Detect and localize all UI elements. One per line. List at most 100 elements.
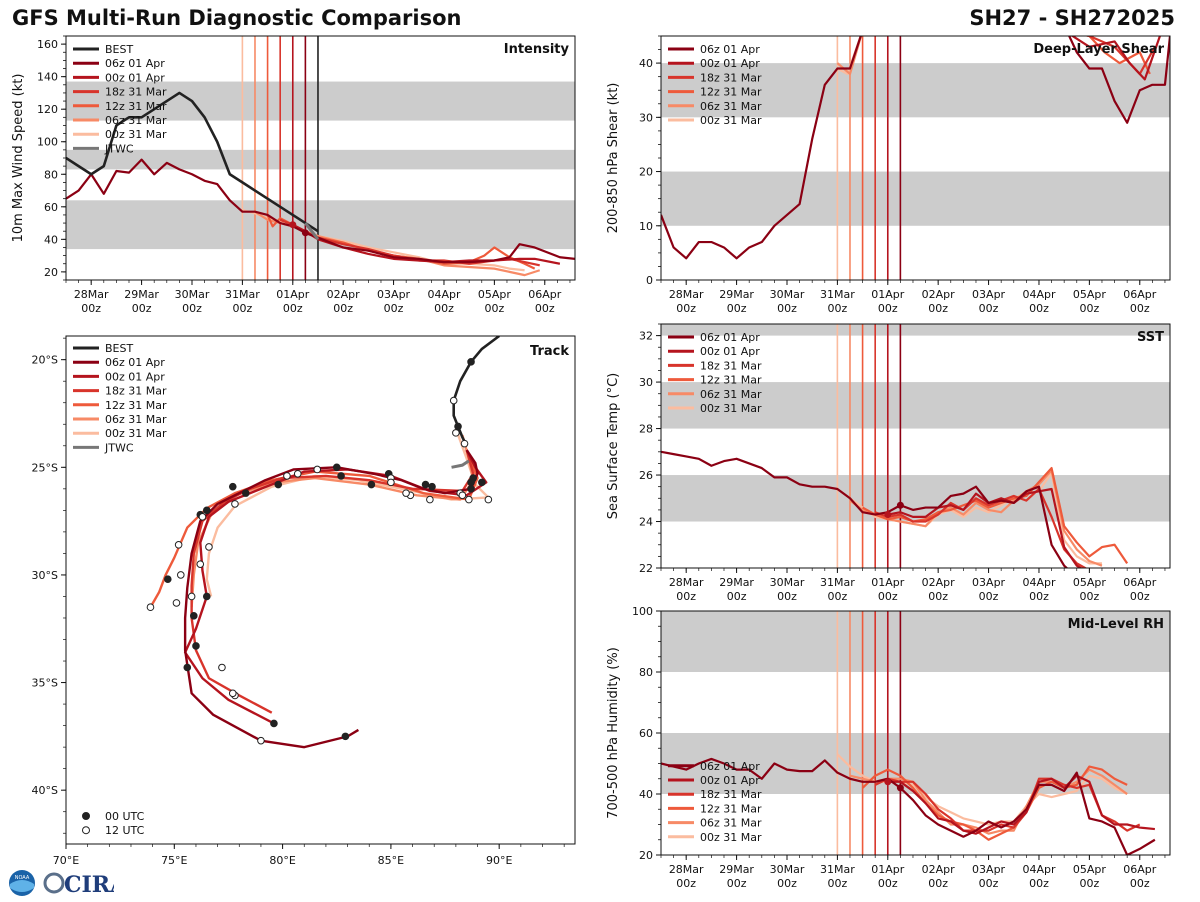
run-init-marker bbox=[884, 511, 892, 519]
run-line bbox=[1084, 36, 1156, 76]
x-tick-label-date: 31Mar bbox=[820, 576, 855, 589]
position-00utc-marker bbox=[274, 480, 283, 489]
threshold-band bbox=[66, 149, 575, 170]
intensity-panel: 2040608010012014016028Mar00z29Mar00z30Ma… bbox=[11, 35, 576, 315]
threshold-band bbox=[661, 324, 1170, 336]
run-init-marker bbox=[896, 784, 904, 792]
run-track bbox=[205, 428, 490, 597]
x-tick-label-hour: 00z bbox=[283, 302, 303, 315]
position-12utc-marker bbox=[313, 465, 322, 474]
x-tick-label-date: 29Mar bbox=[124, 288, 159, 301]
x-tick-label-hour: 00z bbox=[777, 590, 797, 603]
x-tick-label-hour: 00z bbox=[333, 302, 353, 315]
plot-area bbox=[661, 36, 1170, 280]
y-axis-label: Sea Surface Temp (°C) bbox=[606, 373, 621, 520]
y-tick-label: 60 bbox=[44, 201, 58, 214]
position-00utc-marker bbox=[332, 463, 341, 472]
legend-label: 18z 31 Mar bbox=[700, 71, 762, 84]
y-tick-label: 60 bbox=[639, 727, 653, 740]
plot-area bbox=[66, 36, 575, 280]
position-12utc-marker bbox=[293, 469, 302, 478]
track-panel: 70°E 75°E 80°E 85°E 90°E 20°S 25°S 30°S 35°S 40°S… bbox=[32, 335, 576, 867]
y-tick-label: 40 bbox=[639, 788, 653, 801]
x-tick-label-date: 29Mar bbox=[719, 863, 754, 876]
x-tick-label-date: 01Apr bbox=[871, 863, 905, 876]
y-tick-label: 30°S bbox=[32, 569, 58, 582]
x-tick-label-hour: 00z bbox=[979, 877, 999, 890]
legend-label: JTWC bbox=[104, 142, 134, 155]
run-line bbox=[887, 774, 1155, 835]
y-tick-label: 40°S bbox=[32, 784, 58, 797]
position-12utc-marker bbox=[187, 592, 196, 601]
x-tick-label-date: 02Apr bbox=[922, 288, 956, 301]
position-00utc-marker bbox=[421, 480, 430, 489]
position-12utc-marker bbox=[228, 689, 237, 698]
legend-label: 00z 31 Mar bbox=[105, 427, 167, 440]
legend-label: 00z 31 Mar bbox=[700, 831, 762, 844]
position-12utc-marker bbox=[460, 439, 469, 448]
y-tick-label: 40 bbox=[44, 233, 58, 246]
legend-label: 18z 31 Mar bbox=[105, 385, 167, 398]
x-tick-label-date: 04Apr bbox=[1022, 576, 1056, 589]
legend-label: 00z 31 Mar bbox=[105, 128, 167, 141]
x-tick-label: 70°E bbox=[53, 854, 79, 867]
x-tick-label-date: 02Apr bbox=[327, 288, 361, 301]
x-tick-label-date: 06Apr bbox=[1123, 863, 1157, 876]
x-tick-label-date: 04Apr bbox=[1022, 288, 1056, 301]
panel-title: Intensity bbox=[504, 42, 570, 57]
x-tick-label-hour: 00z bbox=[384, 302, 404, 315]
x-tick-label-hour: 00z bbox=[827, 877, 847, 890]
y-tick-label: 35°S bbox=[32, 677, 58, 690]
position-12utc-marker bbox=[172, 599, 181, 607]
y-tick-label: 20 bbox=[639, 849, 653, 862]
x-tick-label-date: 01Apr bbox=[871, 576, 905, 589]
x-tick-label: 85°E bbox=[378, 854, 404, 867]
x-tick-label-hour: 00z bbox=[727, 302, 747, 315]
x-tick-label-date: 02Apr bbox=[922, 863, 956, 876]
x-tick-label-hour: 00z bbox=[484, 302, 504, 315]
position-12utc-marker bbox=[146, 603, 155, 612]
plot-area bbox=[661, 324, 1170, 568]
x-tick-label-date: 30Mar bbox=[175, 288, 210, 301]
position-12utc-marker bbox=[196, 560, 205, 568]
x-tick-label-hour: 00z bbox=[878, 302, 898, 315]
panel-title: Mid-Level RH bbox=[1068, 617, 1164, 632]
run-line bbox=[661, 36, 1170, 260]
x-tick-label-hour: 00z bbox=[132, 302, 152, 315]
x-tick-label-hour: 00z bbox=[676, 302, 696, 315]
position-12utc-marker bbox=[452, 429, 460, 437]
position-12utc-marker bbox=[458, 491, 467, 500]
x-tick-label-hour: 00z bbox=[81, 302, 101, 315]
position-00utc-marker bbox=[202, 506, 211, 515]
run-init-marker bbox=[289, 221, 297, 229]
x-tick-label-hour: 00z bbox=[777, 302, 797, 315]
x-tick-label-hour: 00z bbox=[727, 590, 747, 603]
position-00utc-marker bbox=[192, 642, 200, 650]
x-tick-label-date: 05Apr bbox=[1073, 576, 1107, 589]
legend-label: 06z 01 Apr bbox=[700, 43, 760, 56]
x-tick-label-hour: 00z bbox=[979, 590, 999, 603]
threshold-band bbox=[66, 200, 575, 250]
y-tick-label: 120 bbox=[37, 103, 58, 116]
x-tick-label-hour: 00z bbox=[928, 590, 948, 603]
y-tick-label: 30 bbox=[639, 376, 653, 389]
run-line bbox=[661, 450, 1069, 568]
x-tick-label-hour: 00z bbox=[182, 302, 202, 315]
x-tick-label-date: 06Apr bbox=[528, 288, 562, 301]
legend-label: 06z 31 Mar bbox=[105, 413, 167, 426]
track-area bbox=[146, 336, 500, 749]
x-tick-label-date: 03Apr bbox=[377, 288, 411, 301]
x-tick-label-hour: 00z bbox=[979, 302, 999, 315]
best-track bbox=[452, 336, 500, 447]
plot-frame bbox=[660, 323, 1171, 569]
x-tick-label: 90°E bbox=[486, 854, 512, 867]
position-12utc-marker bbox=[176, 571, 185, 579]
y-tick-label: 100 bbox=[632, 605, 653, 618]
legend-label: 00z 01 Apr bbox=[105, 71, 165, 84]
legend-label: 12z 31 Mar bbox=[700, 374, 762, 387]
x-tick-label-date: 28Mar bbox=[74, 288, 109, 301]
x-tick-label-date: 01Apr bbox=[871, 288, 905, 301]
